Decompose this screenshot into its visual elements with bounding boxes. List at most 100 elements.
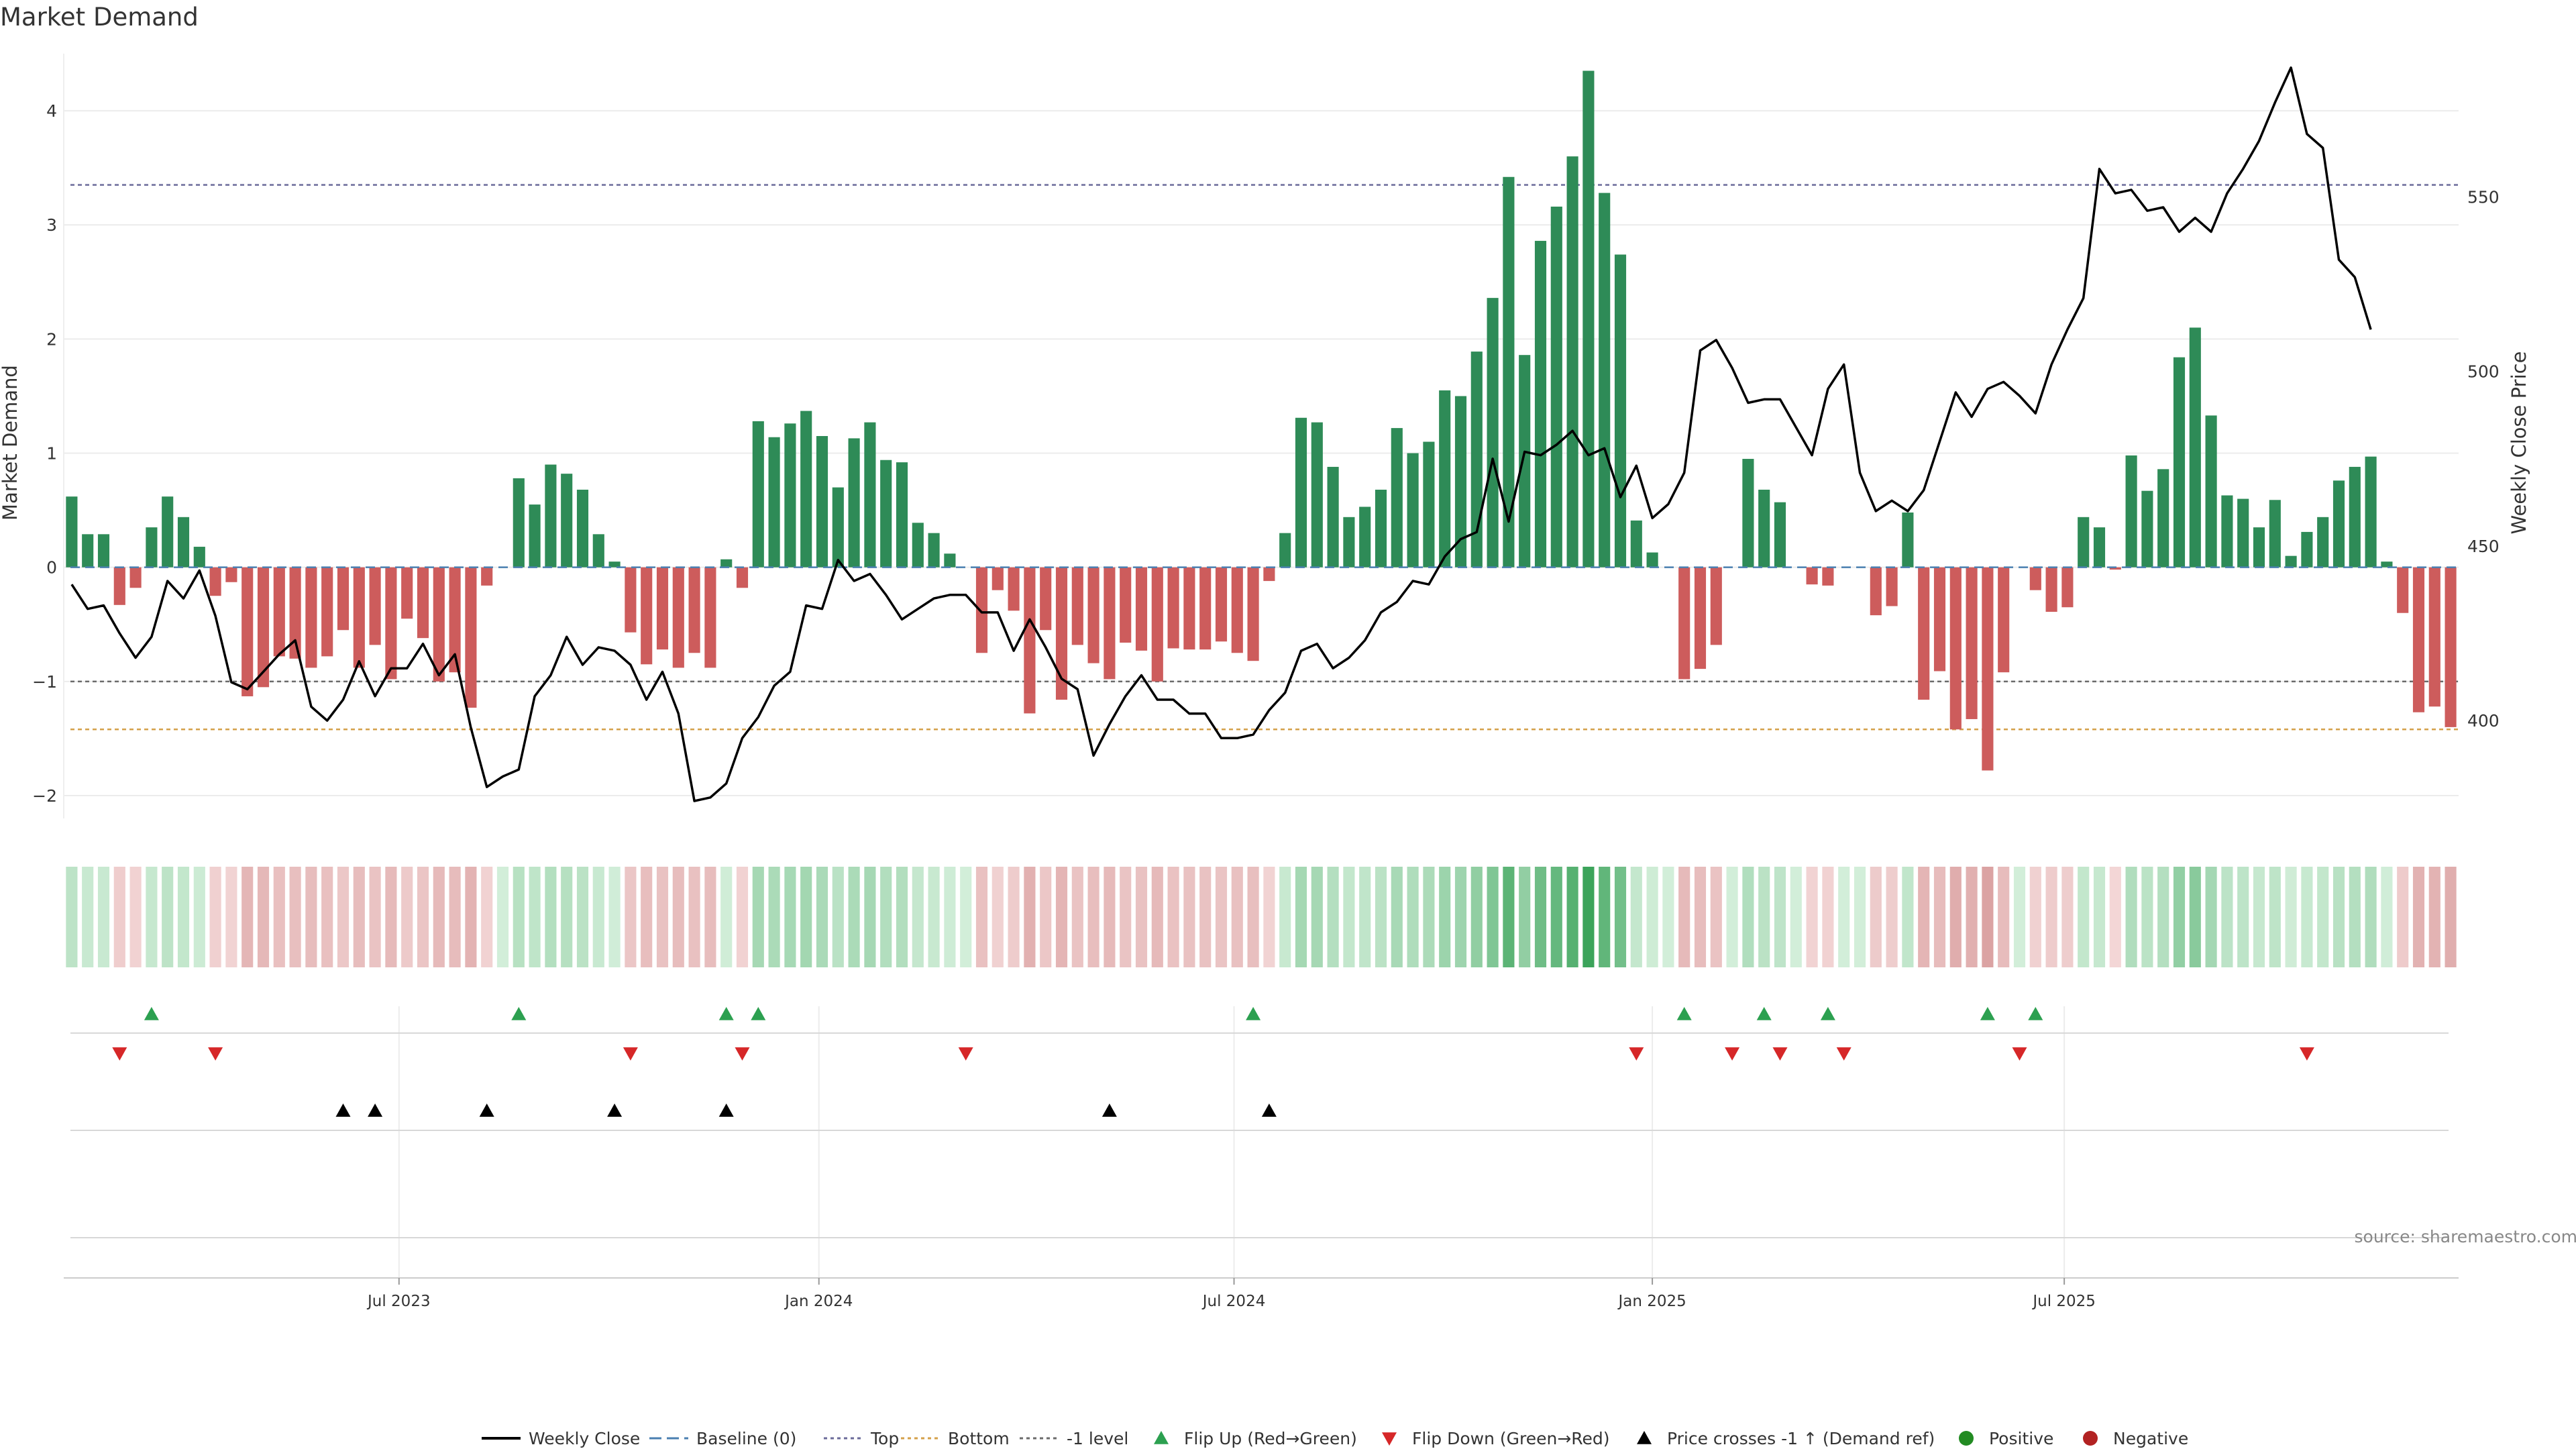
strip-cell [720, 867, 733, 967]
demand-bar [991, 567, 1004, 590]
strip-cell [2412, 867, 2425, 967]
strip-cell [1040, 867, 1052, 967]
strip-cell [752, 867, 764, 967]
flip-down-marker [623, 1047, 638, 1061]
demand-bar [162, 496, 174, 568]
strip-cell [465, 867, 477, 967]
x-axis-ticks: Jul 2023 Jan 2024 Jul 2024 Jan 2025 Jul 2025 [366, 1278, 2096, 1310]
demand-bar [608, 561, 621, 568]
flip-down-marker [958, 1047, 973, 1061]
demand-bar [82, 534, 94, 568]
strip-cell [880, 867, 892, 967]
strip-cell [82, 867, 94, 967]
demand-bar [305, 567, 317, 668]
flip-down-marker [2012, 1047, 2027, 1061]
strip-cell [129, 867, 142, 967]
demand-bar [880, 460, 892, 568]
legend-item: Price crosses -1 ↑ (Demand ref) [1637, 1429, 1935, 1448]
price-cross-marker [1261, 1104, 1277, 1117]
strip-cell [1998, 867, 2010, 967]
demand-bar [1167, 567, 1179, 649]
demand-bar [912, 523, 924, 568]
demand-bar [1519, 355, 1531, 568]
demand-bar [752, 421, 764, 568]
demand-bar [736, 567, 749, 588]
demand-bar [1215, 567, 1228, 642]
demand-bar [768, 437, 780, 568]
strip-cell [1135, 867, 1148, 967]
strip-cell [1870, 867, 1882, 967]
strip-cell [193, 867, 205, 967]
demand-bar [2141, 490, 2153, 568]
strip-cell [417, 867, 429, 967]
strip-cell [481, 867, 493, 967]
flip-down-marker [1725, 1047, 1740, 1061]
demand-bar [1774, 502, 1786, 568]
event-panels [70, 1032, 2449, 1238]
strip-cell [1470, 867, 1483, 967]
strip-cell [1008, 867, 1020, 967]
demand-bar [129, 567, 142, 588]
demand-bar [449, 567, 461, 673]
strip-cell [1439, 867, 1451, 967]
strip-cell [991, 867, 1004, 967]
demand-bar [369, 567, 381, 645]
legend-label: -1 level [1067, 1429, 1128, 1448]
strip-cell [1391, 867, 1403, 967]
flip-up-marker [511, 1007, 527, 1020]
strip-cell [1263, 867, 1275, 967]
demand-bar [1008, 567, 1020, 611]
demand-bar [1678, 567, 1690, 680]
demand-bar [1758, 489, 1770, 568]
legend-label: Weekly Close [529, 1429, 640, 1448]
legend-item: Top [824, 1429, 899, 1448]
demand-bar [656, 567, 669, 650]
strip-cell [2061, 867, 2074, 967]
demand-bar [1614, 254, 1627, 568]
demand-bar [1407, 453, 1419, 568]
flip-down-marker [1836, 1047, 1851, 1061]
left-axis-ticks: 4 3 2 1 0 −1 −2 [32, 101, 57, 806]
flip-up-marker [751, 1007, 766, 1020]
strip-cell [1982, 867, 1994, 967]
strip-cell [433, 867, 445, 967]
strip-cell [2381, 867, 2393, 967]
legend-item: -1 level [1020, 1429, 1128, 1448]
strip-cell [1550, 867, 1562, 967]
demand-bar [1295, 417, 1307, 568]
legend-label: Flip Down (Green→Red) [1412, 1429, 1610, 1448]
strip-cell [832, 867, 844, 967]
strip-cell [1487, 867, 1499, 967]
demand-bar [2029, 567, 2041, 590]
legend-swatch [1154, 1431, 1169, 1444]
strip-cell [289, 867, 301, 967]
strip-cell [1710, 867, 1722, 967]
strip-cell [896, 867, 908, 967]
demand-bar [592, 534, 604, 568]
demand-bar [97, 534, 110, 568]
legend-label: Negative [2113, 1429, 2188, 1448]
strip-cell [385, 867, 397, 967]
demand-bar [66, 496, 78, 568]
demand-bar [641, 567, 653, 665]
strip-cell [576, 867, 589, 967]
strip-cell [1199, 867, 1212, 967]
legend: Weekly Close Baseline (0) Top Bottom -1 leve… [482, 1429, 2188, 1448]
strip-cell [1742, 867, 1754, 967]
strip-cell [800, 867, 812, 967]
demand-bar [2317, 517, 2329, 568]
strip-cell [2269, 867, 2281, 967]
x-tick-label: Jul 2024 [1201, 1293, 1266, 1310]
strip-cell [1614, 867, 1627, 967]
price-cross-marker [368, 1104, 383, 1117]
demand-bar [1120, 567, 1132, 643]
demand-bar [1487, 298, 1499, 568]
demand-bar [784, 423, 796, 568]
demand-bar [2109, 567, 2121, 570]
strip-cell [1104, 867, 1116, 967]
demand-bar [1423, 441, 1435, 568]
demand-bar [848, 438, 860, 568]
demand-bar [1949, 567, 1962, 730]
right-tick-label: 550 [2467, 187, 2500, 207]
price-cross-markers [335, 1104, 1277, 1117]
